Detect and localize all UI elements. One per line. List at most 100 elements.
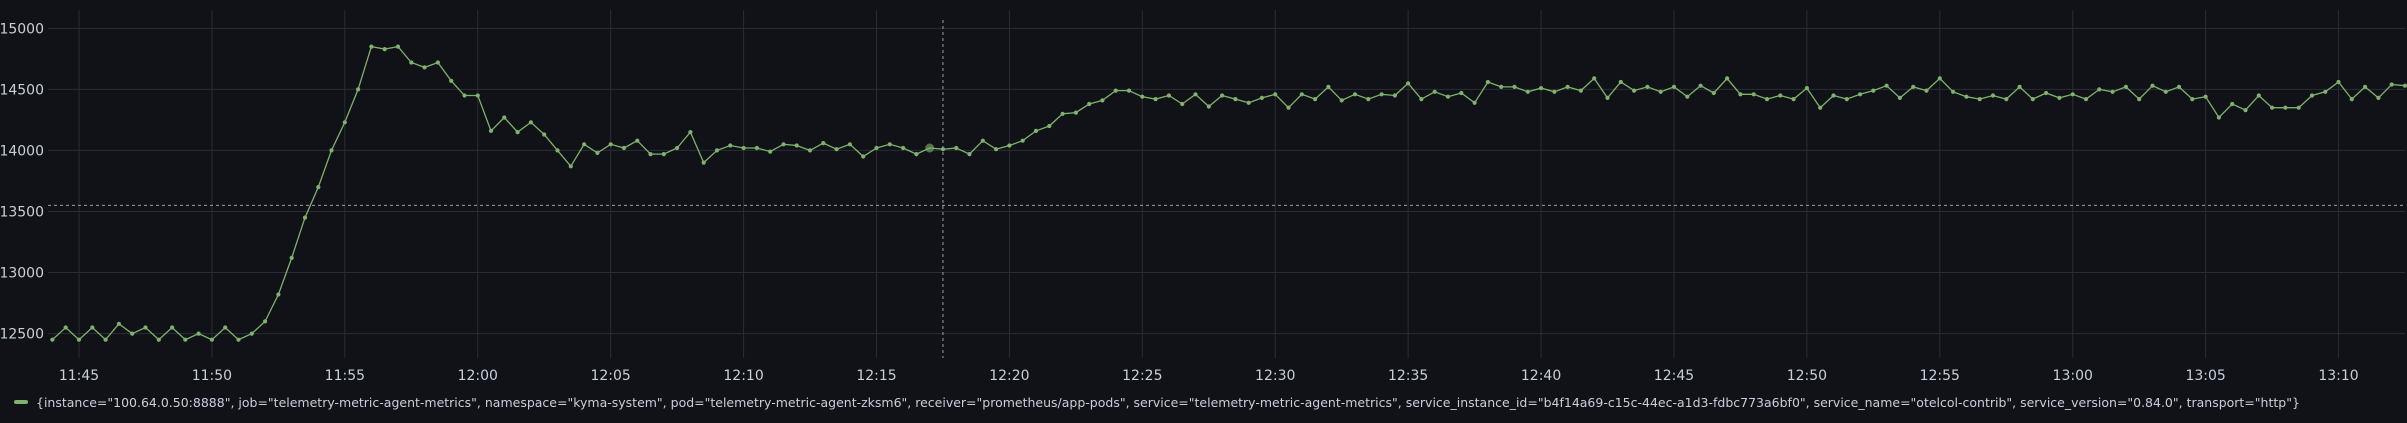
data-point [1100,98,1105,103]
data-point [595,150,600,155]
x-tick-label: 12:25 [1122,368,1162,384]
data-point [449,78,454,83]
data-point [1632,88,1637,93]
x-tick-label: 12:45 [1654,368,1694,384]
data-point [183,337,188,342]
y-tick-label: 14000 [0,143,44,159]
data-point [1618,79,1623,85]
data-point [475,93,480,98]
data-point [263,319,268,324]
data-point [236,337,241,342]
series-line [51,45,2406,341]
data-point [2017,84,2022,89]
data-point [887,142,892,147]
data-point [2323,89,2328,94]
data-point [1193,92,1198,97]
data-point [1286,105,1291,110]
data-point [1180,101,1185,107]
data-point [1685,94,1690,99]
data-point [1113,88,1118,93]
data-point [1432,89,1437,94]
data-point [369,44,374,49]
x-tick-label: 11:55 [325,368,365,384]
data-point [1578,88,1583,93]
data-point [515,130,520,135]
data-point [967,152,972,157]
data-point [621,145,627,151]
data-point [2296,105,2301,110]
y-tick-label: 15000 [0,21,44,37]
data-point [1924,88,1929,93]
x-tick-label: 12:00 [458,368,498,384]
data-point [2030,97,2035,102]
data-point [156,337,161,342]
data-point [1246,100,1251,105]
data-point [635,138,640,143]
data-point [1911,84,1916,89]
data-point [728,143,733,148]
data-point [1605,95,1610,100]
x-tick-label: 12:50 [1787,368,1827,384]
data-point [196,331,201,336]
data-point [1658,89,1663,94]
data-point [741,145,746,151]
data-point [1791,97,1796,102]
data-point [1445,94,1451,99]
data-point [316,185,321,190]
data-point [1831,93,1836,98]
data-point [90,325,95,330]
data-point [1352,92,1358,97]
data-point [608,142,613,147]
data-point [1366,97,1371,102]
data-point [2123,84,2128,89]
data-point [940,147,946,152]
y-tick-label: 13000 [0,266,44,282]
data-point [276,292,281,297]
data-point [754,145,760,151]
data-point [1406,81,1411,86]
y-tick-label: 12500 [0,327,44,343]
data-point [462,93,467,98]
data-point [1485,79,1490,85]
data-point [1313,97,1318,102]
data-point [1539,86,1544,91]
data-point [781,142,786,147]
data-point [488,128,494,133]
data-point [994,147,999,152]
x-tick-label: 13:10 [2318,368,2358,384]
data-point [980,138,985,143]
y-axis-tick-labels: 12500 13000 13500 14000 14500 15000 [0,21,44,342]
data-point [435,60,440,65]
data-point [1259,95,1264,100]
data-point [1472,100,1477,105]
legend-series-label[interactable]: {instance="100.64.0.50:8888", job="telem… [36,394,2300,410]
data-point [2176,84,2182,89]
data-point [1007,143,1012,148]
data-point [395,44,401,49]
data-point [1592,76,1597,81]
data-point [1299,92,1304,97]
data-point [807,148,813,153]
data-point [130,331,135,336]
legend-color-swatch [14,400,28,404]
data-point [1804,86,1809,91]
data-point [1233,97,1238,102]
data-point [2150,83,2155,88]
data-point [143,325,148,330]
data-point [2137,97,2142,102]
data-point [209,337,214,342]
data-point [2363,84,2368,89]
data-point [661,152,666,157]
x-tick-label: 12:55 [1920,368,1960,384]
legend[interactable]: {instance="100.64.0.50:8888", job="telem… [14,393,2300,411]
data-point [1858,92,1863,97]
data-point [1273,92,1278,97]
highlighted-data-point [925,143,935,153]
data-point [582,142,587,147]
data-point [2283,105,2288,110]
data-point [874,145,879,151]
data-point [675,145,680,151]
x-tick-label: 13:05 [2185,368,2225,384]
data-point [1725,76,1730,81]
line-chart[interactable]: 12500 13000 13500 14000 14500 15000 11:45 11:5… [0,0,2407,390]
